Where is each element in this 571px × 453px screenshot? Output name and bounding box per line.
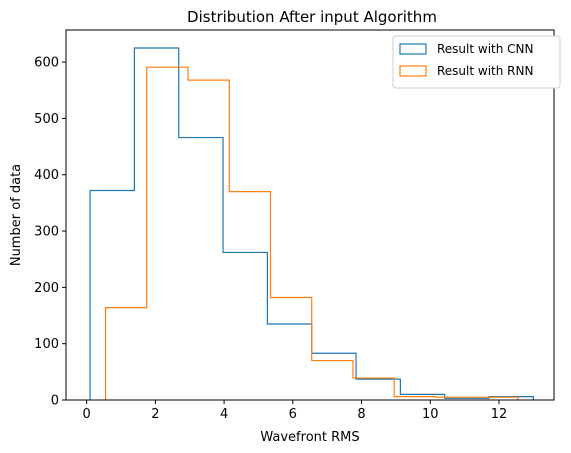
y-tick-label: 0 [51,394,59,409]
plot-area [65,29,555,401]
histogram-series-rnn [104,66,519,400]
x-tick-label: 0 [82,407,90,422]
legend-label-rnn: Result with RNN [437,64,533,78]
x-tick-label: 12 [491,407,508,422]
x-axis-ticks: 0 2 4 6 8 10 12 [82,400,507,422]
x-tick-label: 10 [422,407,439,422]
x-tick-label: 8 [357,407,365,422]
legend-box [392,35,561,89]
legend-swatch-rnn [399,65,427,77]
y-axis-ticks: 0 100 200 300 400 500 600 [34,56,66,409]
histogram-steps [89,47,534,400]
y-tick-label: 600 [34,56,59,71]
y-tick-label: 400 [34,168,59,183]
chart-title: Distribution After input Algorithm [187,8,437,26]
y-axis-label: Number of data [9,164,24,266]
legend-swatch-cnn [399,43,427,55]
legend: Result with CNN Result with RNN [392,35,561,89]
y-tick-label: 200 [34,281,59,296]
x-tick-label: 4 [220,407,228,422]
x-tick-label: 6 [289,407,297,422]
axes-frame [65,29,555,401]
y-tick-label: 100 [34,337,59,352]
legend-label-cnn: Result with CNN [437,42,534,56]
y-tick-label: 500 [34,112,59,127]
y-tick-label: 300 [34,225,59,240]
x-tick-label: 2 [151,407,159,422]
x-axis-label: Wavefront RMS [260,430,359,445]
